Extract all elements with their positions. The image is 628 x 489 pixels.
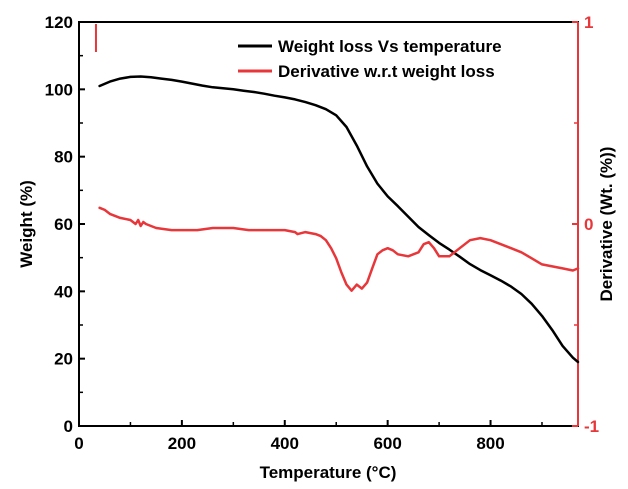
left-tick-label: 20: [54, 350, 73, 369]
series-derivative-line: [98, 206, 580, 292]
left-tick-label: 0: [64, 417, 73, 436]
left-tick-label: 80: [54, 148, 73, 167]
x-tick-label: 200: [168, 434, 196, 453]
left-tick-label: 120: [45, 13, 73, 32]
right-axis: -1 0 1: [572, 13, 599, 436]
legend-label-weight: Weight loss Vs temperature: [278, 37, 502, 56]
right-tick-label: -1: [584, 417, 599, 436]
x-tick-label: 0: [74, 434, 83, 453]
x-tick-label: 600: [373, 434, 401, 453]
left-tick-label: 40: [54, 282, 73, 301]
right-axis-title: Derivative (Wt. (%)): [597, 147, 616, 302]
right-tick-label: 0: [584, 215, 593, 234]
grid-layer: [78, 21, 579, 427]
x-axis-title: Temperature (°C): [260, 463, 397, 482]
left-tick-label: 60: [54, 215, 73, 234]
series-layer: [94, 24, 580, 364]
x-axis: 0 200 400 600 800: [74, 420, 543, 453]
legend: Weight loss Vs temperature Derivative w.…: [238, 37, 502, 81]
left-axis: 0 20 40 60 80 100 120: [45, 13, 85, 436]
left-tick-label: 100: [45, 80, 73, 99]
left-axis-title: Weight (%): [17, 180, 36, 268]
x-tick-label: 800: [476, 434, 504, 453]
x-tick-label: 400: [271, 434, 299, 453]
series-weight-line: [98, 75, 580, 364]
plot-frame: [78, 21, 579, 427]
right-tick-label: 1: [584, 13, 593, 32]
legend-label-derivative: Derivative w.r.t weight loss: [278, 62, 495, 81]
